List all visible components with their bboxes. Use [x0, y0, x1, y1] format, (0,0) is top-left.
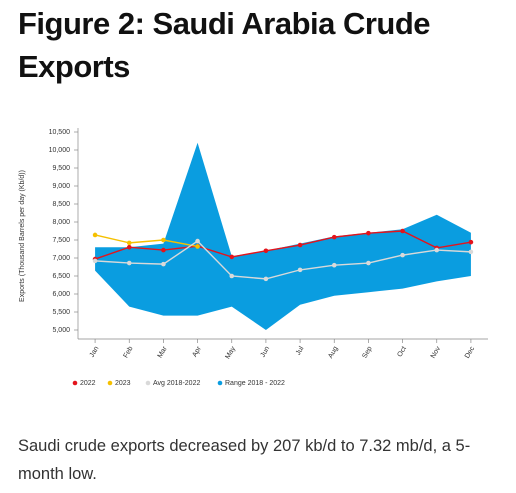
legend-marker	[107, 380, 113, 386]
y-tick-label: 10,500	[49, 129, 71, 136]
legend-marker	[72, 380, 78, 386]
x-tick-label: Feb	[122, 345, 134, 359]
point	[331, 262, 337, 268]
point	[366, 260, 371, 266]
point	[92, 232, 98, 238]
point	[126, 260, 132, 266]
y-tick-label: 5,500	[52, 309, 70, 316]
legend-label: 2022	[80, 380, 96, 387]
point	[161, 247, 166, 253]
point	[434, 247, 440, 253]
y-tick-label: 10,000	[49, 147, 71, 154]
point	[400, 252, 405, 258]
point	[468, 239, 474, 245]
point	[331, 234, 337, 240]
legend-marker	[145, 380, 151, 386]
caption: Saudi crude exports decreased by 207 kb/…	[18, 437, 471, 483]
point	[161, 261, 166, 267]
x-tick-label: Sep	[361, 345, 373, 359]
y-tick-label: 8,000	[52, 219, 70, 226]
legend-label: Avg 2018-2022	[153, 380, 200, 387]
y-tick-label: 8,500	[52, 201, 70, 208]
x-tick-label: Mar	[157, 345, 169, 360]
chart: Exports (Thousand Barrels per day (Kb/d)…	[19, 128, 488, 387]
x-tick-label: Jul	[295, 345, 306, 357]
x-tick-label: Jun	[260, 345, 272, 358]
y-tick-label: 7,000	[52, 255, 70, 262]
point	[468, 249, 474, 255]
point	[126, 244, 132, 250]
point	[400, 228, 405, 234]
point	[366, 230, 371, 236]
y-tick-label: 9,000	[52, 183, 70, 190]
x-tick-label: Nov	[430, 345, 443, 360]
y-tick-label: 7,500	[52, 237, 70, 244]
series-line	[94, 230, 472, 260]
y-axis-label: Exports (Thousand Barrels per day (Kb/d)…	[19, 170, 26, 302]
x-tick-label: Dec	[464, 345, 477, 360]
legend-label: 2023	[115, 380, 131, 387]
point	[126, 240, 132, 246]
title: Figure 2: Saudi Arabia Crude Exports	[18, 6, 431, 84]
point	[263, 248, 269, 254]
point	[297, 267, 303, 273]
point	[229, 254, 235, 260]
series-line	[94, 234, 198, 248]
point	[229, 273, 235, 279]
range-area	[95, 142, 471, 330]
y-tick-label: 5,000	[52, 327, 70, 334]
point	[195, 238, 200, 244]
y-tick-label: 9,500	[52, 165, 70, 172]
y-tick-label: 6,000	[52, 291, 70, 298]
point	[92, 258, 98, 264]
x-tick-label: Oct	[396, 345, 408, 358]
series-line	[95, 240, 471, 280]
point	[161, 237, 166, 243]
point	[297, 242, 303, 248]
point	[195, 244, 200, 249]
legend-label: Range 2018 - 2022	[225, 380, 285, 387]
x-tick-label: Aug	[327, 345, 339, 359]
x-tick-label: Apr	[191, 345, 203, 359]
x-tick-label: May	[224, 345, 237, 360]
x-tick-label: Jan	[89, 345, 101, 358]
legend-marker	[217, 380, 223, 386]
y-tick-label: 6,500	[52, 273, 70, 280]
point	[263, 276, 269, 282]
